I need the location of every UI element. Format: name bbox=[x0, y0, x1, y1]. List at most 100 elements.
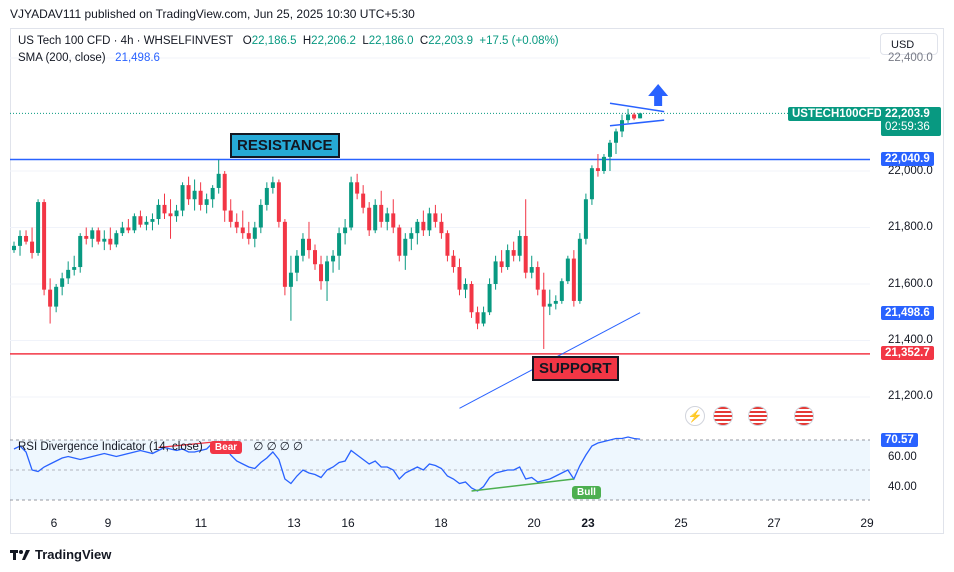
candle-body bbox=[337, 233, 342, 256]
candle bbox=[210, 185, 215, 208]
candle bbox=[632, 112, 637, 121]
rsi-title[interactable]: RSI Divergence Indicator (14, close) Bea… bbox=[18, 439, 304, 454]
candle-body bbox=[493, 261, 498, 284]
candle-body bbox=[385, 213, 390, 222]
candle bbox=[204, 193, 209, 214]
candle bbox=[126, 219, 131, 234]
candle bbox=[397, 224, 402, 262]
candle-body bbox=[48, 289, 53, 307]
bar-countdown: 02:59:36 bbox=[885, 121, 930, 133]
low-label: L bbox=[362, 35, 369, 47]
candle bbox=[331, 250, 336, 273]
candle bbox=[234, 213, 239, 234]
candle-body bbox=[626, 114, 631, 121]
candle-body bbox=[361, 193, 366, 208]
candle bbox=[595, 154, 600, 177]
candle bbox=[30, 227, 35, 259]
us-flag-icon[interactable] bbox=[713, 406, 733, 426]
candle bbox=[493, 255, 498, 290]
candle bbox=[475, 306, 480, 330]
candle-body bbox=[607, 142, 612, 157]
candle-body bbox=[84, 235, 89, 239]
candle bbox=[577, 233, 582, 304]
candle-body bbox=[319, 264, 324, 282]
candle bbox=[246, 221, 251, 245]
time-tick: 23 bbox=[581, 516, 595, 530]
candle bbox=[132, 213, 137, 234]
support-price-tag: 21,352.7 bbox=[881, 346, 934, 360]
resistance-callout[interactable]: RESISTANCE bbox=[230, 133, 340, 158]
candle bbox=[12, 241, 16, 253]
candle bbox=[270, 176, 275, 194]
candle bbox=[48, 278, 53, 324]
candle bbox=[463, 278, 468, 299]
sma-legend[interactable]: SMA (200, close) 21,498.6 bbox=[18, 52, 160, 64]
candle-body bbox=[457, 267, 462, 290]
candle-body bbox=[343, 227, 348, 234]
candle-body bbox=[282, 221, 287, 287]
symbol-label[interactable]: US Tech 100 CFD · 4h · WHSELFINVEST bbox=[18, 35, 234, 47]
candle bbox=[319, 255, 324, 290]
candle-body bbox=[367, 207, 372, 231]
candle-body bbox=[638, 113, 643, 119]
candle-body bbox=[174, 210, 179, 217]
candle bbox=[90, 227, 95, 248]
chart-canvas[interactable] bbox=[10, 28, 944, 534]
time-tick: 11 bbox=[194, 516, 208, 530]
candle-body bbox=[264, 187, 269, 205]
candle-body bbox=[427, 213, 432, 231]
rsi-placeholders: ∅ ∅ ∅ ∅ bbox=[253, 441, 304, 453]
candle bbox=[84, 227, 89, 245]
candle bbox=[337, 227, 342, 270]
candle bbox=[120, 221, 125, 236]
bear-divergence-line bbox=[158, 440, 219, 449]
us-flag-icon[interactable] bbox=[748, 406, 768, 426]
candle-body bbox=[36, 202, 41, 253]
candle bbox=[60, 272, 65, 296]
candle bbox=[156, 199, 161, 225]
candle bbox=[523, 199, 528, 279]
candle-body bbox=[132, 216, 137, 231]
candle bbox=[553, 295, 558, 310]
support-callout[interactable]: SUPPORT bbox=[532, 356, 619, 381]
close-label: C bbox=[419, 35, 429, 47]
currency-button[interactable]: USD bbox=[880, 33, 938, 55]
candle bbox=[216, 159, 221, 194]
candle bbox=[198, 182, 203, 211]
low-value: 22,186.0 bbox=[368, 35, 414, 47]
candle-body bbox=[439, 221, 444, 234]
candle bbox=[505, 244, 510, 270]
lightning-icon[interactable]: ⚡ bbox=[685, 406, 705, 426]
candle bbox=[144, 216, 149, 231]
candle-body bbox=[162, 204, 167, 214]
candle-body bbox=[306, 238, 311, 251]
candle bbox=[373, 199, 378, 234]
candle-body bbox=[72, 267, 77, 270]
candle-body bbox=[589, 168, 594, 200]
candle-body bbox=[451, 255, 456, 268]
candle-body bbox=[114, 233, 119, 245]
candle-body bbox=[445, 233, 450, 256]
candle bbox=[541, 272, 546, 349]
resistance-price-tag: 22,040.9 bbox=[881, 152, 934, 166]
candle bbox=[228, 199, 233, 228]
candle bbox=[607, 139, 612, 171]
rsi-name: RSI Divergence Indicator (14, close) bbox=[18, 441, 203, 453]
candle bbox=[583, 193, 588, 245]
candle-body bbox=[614, 131, 618, 143]
us-flag-icon[interactable] bbox=[794, 406, 814, 426]
candle bbox=[403, 233, 408, 270]
candle bbox=[451, 250, 456, 273]
candle bbox=[517, 230, 522, 262]
candle-body bbox=[210, 187, 215, 200]
candle-body bbox=[499, 261, 504, 268]
time-tick: 29 bbox=[860, 516, 874, 530]
candle bbox=[571, 250, 576, 307]
candle bbox=[367, 202, 372, 236]
candle-body bbox=[228, 210, 233, 222]
tradingview-logo[interactable]: TradingView bbox=[10, 547, 111, 562]
candle-body bbox=[313, 250, 317, 265]
candle bbox=[222, 171, 227, 222]
flag-upper-line bbox=[609, 102, 665, 113]
candle-body bbox=[517, 235, 522, 256]
